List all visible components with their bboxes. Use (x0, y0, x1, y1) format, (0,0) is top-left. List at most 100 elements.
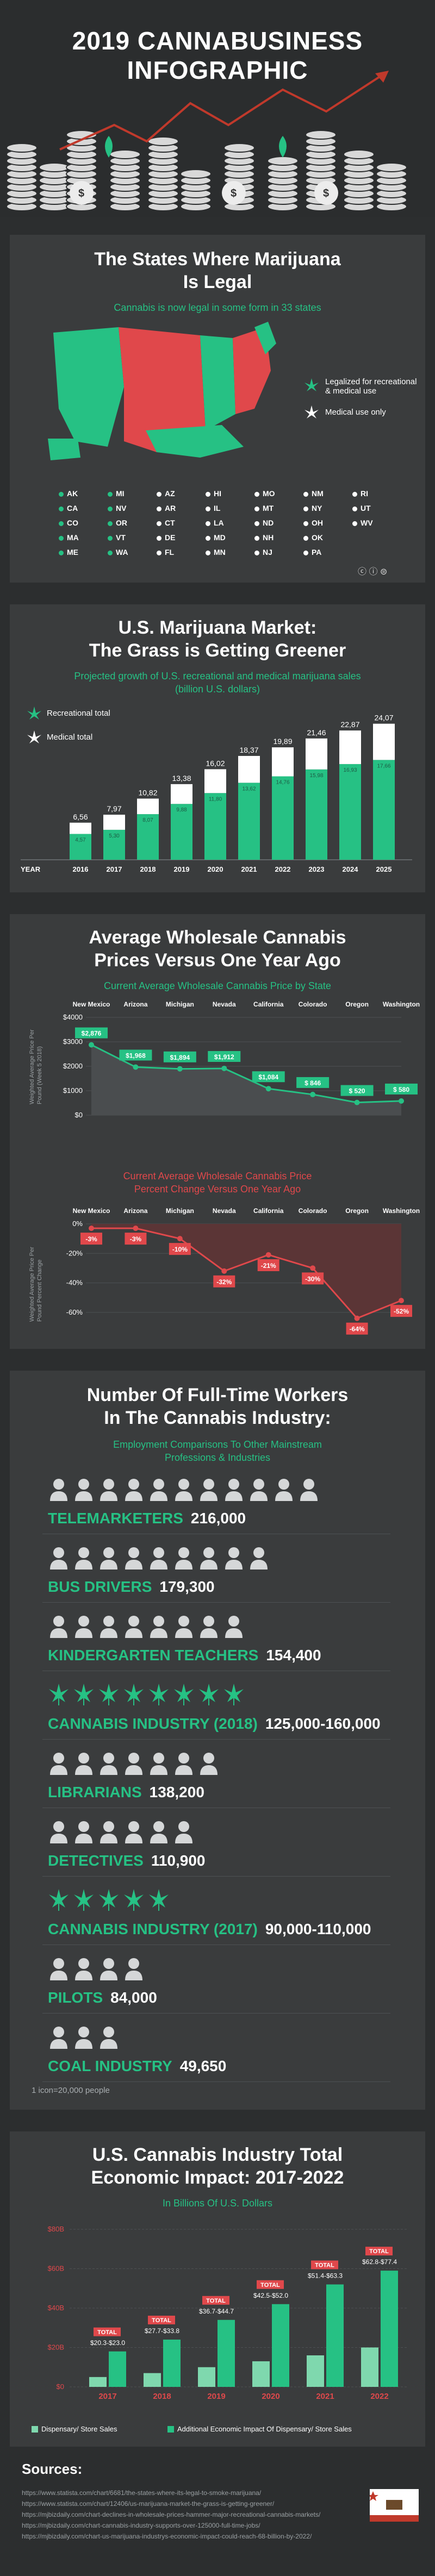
legal-subtitle: Cannabis is now legal in some form in 33… (114, 302, 321, 313)
person-body (75, 1560, 92, 1570)
state-code: NV (116, 504, 127, 512)
state-dot (157, 550, 161, 555)
cannabis-leaf-icon (174, 1684, 194, 1705)
cannabis-leaf-icon (74, 1889, 94, 1911)
bar-recreational (272, 776, 294, 860)
prices-title-line2: Prices Versus One Year Ago (94, 950, 341, 971)
source-link[interactable]: https://mjbizdaily.com/chart-us-marijuan… (22, 2533, 312, 2540)
state-mo: MO (254, 489, 275, 498)
state-code: DE (165, 533, 176, 542)
state-md: MD (206, 533, 226, 542)
person-head (203, 1753, 214, 1764)
workers-icon-row (48, 1614, 245, 1638)
change-point (177, 1236, 183, 1242)
change-tag (80, 1233, 102, 1245)
person-icon (150, 1753, 167, 1775)
price-tag (385, 1083, 418, 1095)
person-head (103, 1821, 114, 1832)
state-code: MN (214, 548, 226, 557)
person-head (103, 1479, 114, 1490)
workers-icon-row (48, 1956, 145, 1980)
legend-leaf-icon-med (304, 405, 319, 418)
person-icon (200, 1547, 217, 1570)
state-dot (206, 550, 210, 555)
source-link[interactable]: https://www.statista.com/chart/12406/us-… (22, 2500, 275, 2508)
person-icon (150, 1616, 167, 1638)
price-tag (252, 1071, 285, 1083)
cannabis-leaf-icon (149, 1889, 169, 1911)
state-code: MA (67, 533, 79, 542)
person-icon (225, 1547, 243, 1570)
state-dot (352, 521, 357, 526)
state-code: CO (67, 518, 78, 527)
x-tick-label: Oregon (345, 1207, 369, 1215)
source-link[interactable]: https://mjbizdaily.com/chart-cannabis-in… (22, 2522, 260, 2529)
bar-total-label: 10,82 (138, 788, 157, 797)
person-icon (75, 1753, 92, 1775)
coin (180, 169, 212, 179)
cannabis-leaf-icon (99, 1684, 119, 1705)
impact-legend-b-swatch (167, 2426, 174, 2433)
x-tick-label: 2017 (107, 865, 122, 873)
price-line (91, 1044, 402, 1104)
bar-store-sales (252, 2361, 270, 2387)
state-dot (254, 550, 259, 555)
source-link[interactable]: https://www.statista.com/chart/6681/the-… (22, 2489, 262, 2497)
bar-rec-value-label: 11,80 (209, 796, 222, 802)
x-tick-label: Arizona (123, 1001, 147, 1008)
source-link[interactable]: https://mjbizdaily.com/chart-declines-in… (22, 2511, 321, 2518)
prices-title-line1: Average Wholesale Cannabis (89, 927, 346, 948)
bar-medical (272, 747, 294, 777)
total-tag (365, 2247, 393, 2256)
coin (223, 143, 255, 153)
person-icon (125, 1753, 142, 1775)
workers-title-line1: Number Of Full-Time Workers (86, 1385, 349, 1405)
price-point (221, 1065, 227, 1071)
person-body (175, 1834, 192, 1843)
person-icon (275, 1479, 293, 1501)
state-dot (59, 535, 64, 541)
leaf-shape (99, 1889, 119, 1908)
bar-total-label: 18,37 (239, 746, 258, 754)
price-value-label: $ 580 (393, 1086, 409, 1093)
leaf-shape (224, 1684, 244, 1702)
price-tag (296, 1077, 330, 1088)
change-tag (390, 1305, 412, 1317)
person-icon (50, 1616, 67, 1638)
state-dot (254, 535, 259, 541)
person-body (250, 1560, 268, 1570)
person-body (100, 1971, 117, 1980)
state-dot (206, 521, 210, 526)
change-point (89, 1226, 94, 1231)
person-body (150, 1834, 167, 1843)
bar-medical (238, 755, 260, 783)
workers-count: 84,000 (110, 1989, 157, 2006)
state-code: AZ (165, 489, 175, 498)
workers-label: CANNABIS INDUSTRY (2017) 90,000-110,000 (48, 1921, 371, 1938)
bar-rec-value-label: 9,88 (176, 807, 187, 813)
coin (6, 143, 38, 153)
legend-med-label: Medical use only (325, 408, 386, 417)
state-code: OR (116, 518, 127, 527)
workers-label: DETECTIVES 110,900 (48, 1852, 205, 1870)
change-tag (213, 1275, 235, 1287)
person-body (150, 1765, 167, 1775)
state-code: IL (214, 504, 221, 512)
price-value-label: $1,968 (126, 1052, 146, 1059)
person-body (100, 1765, 117, 1775)
legend-market-rec: Recreational total (47, 709, 110, 718)
person-icon (200, 1479, 217, 1501)
person-icon (150, 1821, 167, 1843)
change-value-label: -30% (305, 1275, 320, 1283)
legal-title-line2: Is Legal (183, 272, 252, 292)
state-or: OR (108, 518, 127, 527)
leaf-shape (174, 1684, 194, 1702)
person-icon (100, 2027, 117, 2049)
workers-count: 154,400 (266, 1647, 321, 1664)
x-tick-label: 2021 (241, 865, 257, 873)
bar-medical (204, 769, 226, 793)
x-tick-label: Washington (383, 1001, 420, 1008)
state-dot (157, 521, 161, 526)
state-nh: NH (254, 533, 274, 542)
price-point (89, 1042, 94, 1048)
